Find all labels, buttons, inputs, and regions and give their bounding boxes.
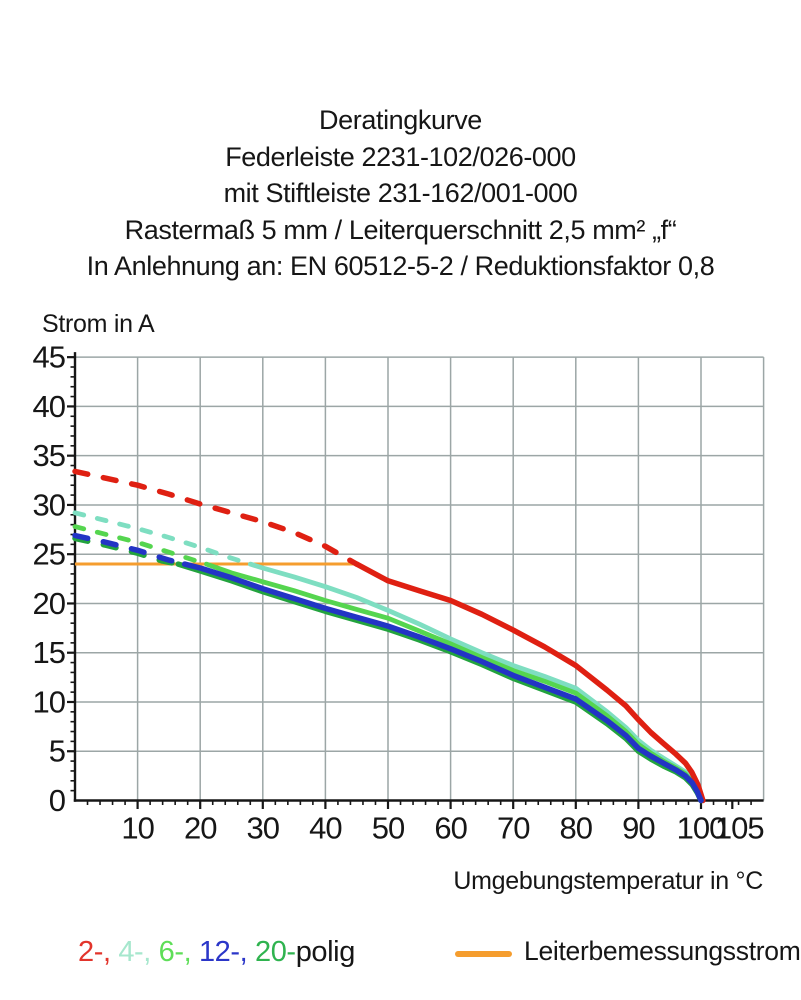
legend-rated-current: Leiterbemessungsstrom bbox=[455, 936, 801, 967]
x-tick-label: 30 bbox=[247, 811, 280, 846]
curve-dashed-12-polig bbox=[72, 532, 188, 567]
y-tick-label: 25 bbox=[33, 537, 65, 572]
curve-solid-12-polig bbox=[181, 561, 704, 804]
y-tick-label: 15 bbox=[33, 635, 65, 670]
x-tick-label: 60 bbox=[434, 811, 467, 846]
y-tick-label: 10 bbox=[33, 684, 66, 719]
legend-series-label: 12-, bbox=[198, 936, 255, 968]
y-tick-label: 40 bbox=[33, 389, 66, 424]
y-tick-label: 5 bbox=[49, 734, 65, 769]
legend-series-label: polig bbox=[295, 936, 356, 968]
x-tick-label: 40 bbox=[309, 811, 342, 846]
x-tick-label: 20 bbox=[184, 811, 217, 846]
x-axis-title: Umgebungstemperatur in °C bbox=[453, 867, 763, 895]
title-line-2: Federleiste 2231-102/026-000 bbox=[225, 141, 576, 172]
title-line-5: In Anlehnung an: EN 60512-5-2 / Reduktio… bbox=[86, 251, 715, 281]
curve-dashed-2-polig bbox=[72, 468, 360, 567]
curve-solid-2-polig bbox=[353, 561, 706, 804]
chart-ticks bbox=[67, 356, 752, 809]
curve-dashed-6-polig bbox=[72, 524, 209, 567]
chart-grid bbox=[75, 356, 765, 801]
y-axis-title: Strom in A bbox=[42, 310, 155, 338]
rated-current-label: Leiterbemessungsstrom bbox=[524, 936, 801, 966]
x-tick-label: 80 bbox=[560, 811, 593, 846]
legend-series-label: 4-, bbox=[118, 936, 159, 968]
legend-series-label: 6-, bbox=[158, 936, 199, 968]
title-line-3: mit Stiftleiste 231-162/001-000 bbox=[223, 178, 578, 208]
derating-curves bbox=[72, 468, 706, 804]
x-tick-label: 100 bbox=[677, 811, 726, 846]
y-tick-label: 35 bbox=[33, 438, 65, 473]
x-tick-label: 105 bbox=[715, 811, 764, 846]
y-tick-label: 45 bbox=[33, 340, 65, 375]
curve-dashed-4-polig bbox=[72, 510, 253, 567]
chart-title-block: Deratingkurve Federleiste 2231-102/026-0… bbox=[0, 102, 801, 285]
legend-series-label: 2-, bbox=[78, 936, 119, 968]
y-tick-label: 0 bbox=[49, 783, 66, 818]
x-tick-label: 90 bbox=[622, 811, 655, 846]
y-tick-label: 30 bbox=[33, 487, 66, 522]
chart-axes bbox=[73, 352, 764, 802]
chart-tick-labels: 0 5 10 15 20 25 30 35 40 45 10 20 30 40 50 60 70 80 90 1001… bbox=[33, 340, 765, 846]
legend-pole-counts: 2-, 4-, 6-, 12-, 20-polig bbox=[78, 936, 355, 969]
title-line-1: Deratingkurve bbox=[319, 105, 482, 135]
title-line-4: Rastermaß 5 mm / Leiterquerschnitt 2,5 m… bbox=[124, 214, 677, 245]
x-tick-label: 70 bbox=[497, 811, 530, 846]
x-tick-label: 10 bbox=[121, 811, 154, 846]
rated-current-swatch bbox=[455, 950, 512, 957]
x-tick-label: 50 bbox=[372, 811, 405, 846]
y-tick-label: 20 bbox=[33, 586, 66, 621]
legend-series-label: 20- bbox=[254, 936, 296, 968]
